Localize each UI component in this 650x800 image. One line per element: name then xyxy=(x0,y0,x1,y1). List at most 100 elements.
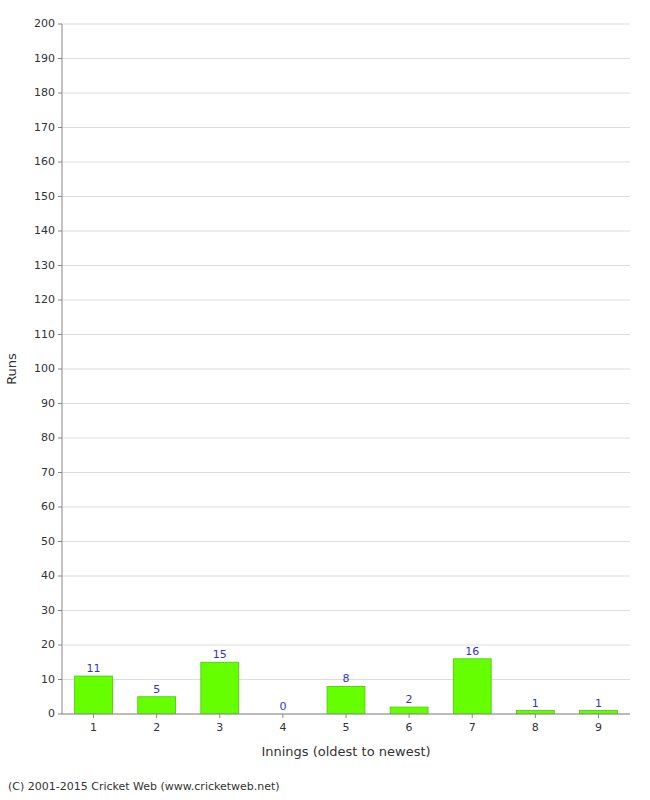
data-label: 1 xyxy=(595,697,602,710)
y-tick xyxy=(58,679,62,680)
y-tick-label: 170 xyxy=(34,121,55,134)
y-tick-label: 30 xyxy=(41,604,55,617)
grid-line xyxy=(62,507,630,508)
y-tick xyxy=(58,24,62,25)
grid-line xyxy=(62,334,630,335)
bar xyxy=(453,659,491,714)
x-tick xyxy=(598,714,599,718)
x-tick-label: 1 xyxy=(90,721,97,734)
x-tick-label: 9 xyxy=(595,721,602,734)
y-tick xyxy=(58,334,62,335)
grid-line xyxy=(62,541,630,542)
y-tick xyxy=(58,231,62,232)
y-axis-title: Runs xyxy=(4,353,19,385)
data-labels: 115150821611 xyxy=(87,645,602,713)
bar xyxy=(138,697,176,714)
x-tick xyxy=(156,714,157,718)
grid-line xyxy=(62,438,630,439)
y-tick-label: 140 xyxy=(34,224,55,237)
y-tick-label: 40 xyxy=(41,569,55,582)
y-tick xyxy=(58,507,62,508)
footer-note: (C) 2001-2015 Cricket Web (www.cricketwe… xyxy=(8,780,280,793)
y-tick-label: 100 xyxy=(34,362,55,375)
y-tick xyxy=(58,196,62,197)
grid xyxy=(62,24,630,714)
y-tick-label: 150 xyxy=(34,190,55,203)
grid-line xyxy=(62,24,630,25)
bar xyxy=(580,711,618,714)
data-label: 11 xyxy=(87,662,101,675)
x-tick-label: 4 xyxy=(279,721,286,734)
data-label: 1 xyxy=(532,697,539,710)
y-tick-label: 0 xyxy=(48,707,55,720)
chart-svg: 0102030405060708090100110120130140150160… xyxy=(0,0,650,800)
x-tick xyxy=(219,714,220,718)
x-tick xyxy=(282,714,283,718)
grid-line xyxy=(62,645,630,646)
y-tick-label: 50 xyxy=(41,535,55,548)
y-tick xyxy=(58,58,62,59)
y-tick-label: 180 xyxy=(34,86,55,99)
y-tick xyxy=(58,403,62,404)
grid-line xyxy=(62,58,630,59)
y-tick-label: 80 xyxy=(41,431,55,444)
data-label: 16 xyxy=(465,645,479,658)
data-label: 5 xyxy=(153,683,160,696)
data-label: 15 xyxy=(213,648,227,661)
bar xyxy=(201,662,239,714)
y-axis-line xyxy=(62,24,63,714)
x-tick xyxy=(409,714,410,718)
grid-line xyxy=(62,369,630,370)
y-tick-label: 120 xyxy=(34,293,55,306)
y-tick xyxy=(58,438,62,439)
grid-line xyxy=(62,127,630,128)
bar xyxy=(516,711,554,714)
y-tick-label: 130 xyxy=(34,259,55,272)
y-tick xyxy=(58,541,62,542)
y-tick xyxy=(58,369,62,370)
x-tick-label: 8 xyxy=(532,721,539,734)
y-tick-label: 70 xyxy=(41,466,55,479)
y-tick xyxy=(58,610,62,611)
y-tick xyxy=(58,265,62,266)
y-tick-label: 190 xyxy=(34,52,55,65)
grid-line xyxy=(62,93,630,94)
x-tick-label: 3 xyxy=(216,721,223,734)
data-label: 8 xyxy=(343,672,350,685)
grid-line xyxy=(62,231,630,232)
grid-line xyxy=(62,610,630,611)
y-tick-label: 200 xyxy=(34,17,55,30)
y-tick-label: 160 xyxy=(34,155,55,168)
x-tick xyxy=(93,714,94,718)
y-tick xyxy=(58,300,62,301)
bar xyxy=(390,707,428,714)
grid-line xyxy=(62,300,630,301)
x-tick xyxy=(535,714,536,718)
y-tick-label: 60 xyxy=(41,500,55,513)
x-tick-label: 2 xyxy=(153,721,160,734)
grid-line xyxy=(62,472,630,473)
y-axis: 0102030405060708090100110120130140150160… xyxy=(34,17,62,720)
grid-line xyxy=(62,162,630,163)
y-tick xyxy=(58,576,62,577)
y-tick-label: 90 xyxy=(41,397,55,410)
y-tick-label: 110 xyxy=(34,328,55,341)
y-tick xyxy=(58,645,62,646)
x-axis: 123456789 xyxy=(90,714,602,734)
chart-container: 0102030405060708090100110120130140150160… xyxy=(0,0,650,800)
y-tick xyxy=(58,472,62,473)
bars xyxy=(75,659,618,714)
data-label: 2 xyxy=(406,693,413,706)
y-tick xyxy=(58,127,62,128)
x-tick-label: 6 xyxy=(406,721,413,734)
grid-line xyxy=(62,196,630,197)
x-tick xyxy=(472,714,473,718)
x-tick xyxy=(346,714,347,718)
y-tick-label: 10 xyxy=(41,673,55,686)
grid-line xyxy=(62,403,630,404)
bar xyxy=(327,686,365,714)
axes xyxy=(62,24,630,714)
x-axis-title: Innings (oldest to newest) xyxy=(261,744,430,759)
bar xyxy=(75,676,113,714)
y-tick xyxy=(58,93,62,94)
